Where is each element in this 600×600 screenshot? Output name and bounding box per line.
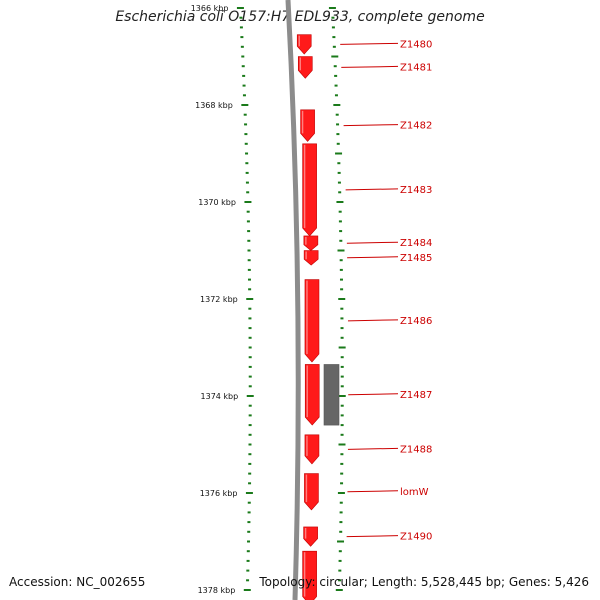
map-title: Escherichia coli O157:H7 EDL933, complet…: [115, 9, 485, 25]
gene-label: Z1486: [400, 316, 432, 327]
label-leader: [348, 393, 399, 396]
gene-label: lomW: [400, 487, 429, 498]
label-leader: [345, 188, 399, 191]
gene-arrow: [302, 143, 317, 237]
gene-label: Z1487: [400, 390, 432, 401]
label-leader: [347, 490, 399, 493]
gene-track: [296, 34, 320, 600]
gene-arrow: [304, 364, 320, 426]
gene-arrow: [302, 550, 317, 600]
ruler-label: 1378 kbp: [198, 586, 236, 595]
ruler-label: 1366 kbp: [191, 4, 229, 13]
gene-labels: Z1480 Z1481 Z1482 Z1483 Z1484 Z1485 Z1486 Z1487…: [400, 39, 432, 542]
gene-label: Z1488: [400, 444, 432, 455]
genome-summary-label: Topology: circular; Length: 5,528,445 bp…: [259, 575, 589, 589]
label-leader: [341, 65, 399, 68]
gene-label: Z1485: [400, 253, 432, 264]
label-leader: [343, 124, 399, 127]
feature-box: [323, 364, 340, 426]
gene-arrow: [304, 279, 320, 363]
ruler-label: 1368 kbp: [195, 101, 233, 110]
label-leader: [347, 447, 399, 450]
gene-arrow: [303, 250, 319, 266]
genome-backbone: [285, 0, 301, 600]
ruler-ticks-left: [236, 7, 254, 591]
label-leader-lines: [340, 42, 399, 538]
accession-label: Accession: NC_002655: [9, 575, 146, 589]
gene-arrow: [303, 526, 318, 547]
gene-label: Z1482: [400, 121, 432, 132]
gene-label: Z1484: [400, 238, 432, 249]
ruler-ticks-right: [328, 7, 346, 591]
gene-arrow: [304, 473, 319, 511]
ruler-label: 1370 kbp: [198, 198, 236, 207]
gene-label: Z1480: [400, 39, 432, 50]
gene-label: Z1490: [400, 532, 432, 543]
ruler-label: 1374 kbp: [201, 392, 239, 401]
ruler-label: 1372 kbp: [200, 295, 238, 304]
feature-track: [323, 364, 340, 426]
gene-label: Z1483: [400, 185, 432, 196]
gene-arrow: [303, 235, 319, 251]
gene-arrow: [300, 109, 315, 142]
label-leader: [340, 42, 399, 45]
gene-arrow: [297, 56, 313, 79]
gene-arrow: [304, 434, 320, 465]
gene-arrow: [296, 34, 312, 55]
label-leader: [347, 256, 399, 259]
label-leader: [346, 535, 399, 538]
gene-label: Z1481: [400, 62, 432, 73]
ruler-labels: 1366 kbp 1368 kbp 1370 kbp 1372 kbp 1374 kbp…: [191, 4, 239, 595]
label-leader: [346, 241, 399, 244]
ruler-label: 1376 kbp: [200, 489, 238, 498]
label-leader: [347, 319, 399, 322]
